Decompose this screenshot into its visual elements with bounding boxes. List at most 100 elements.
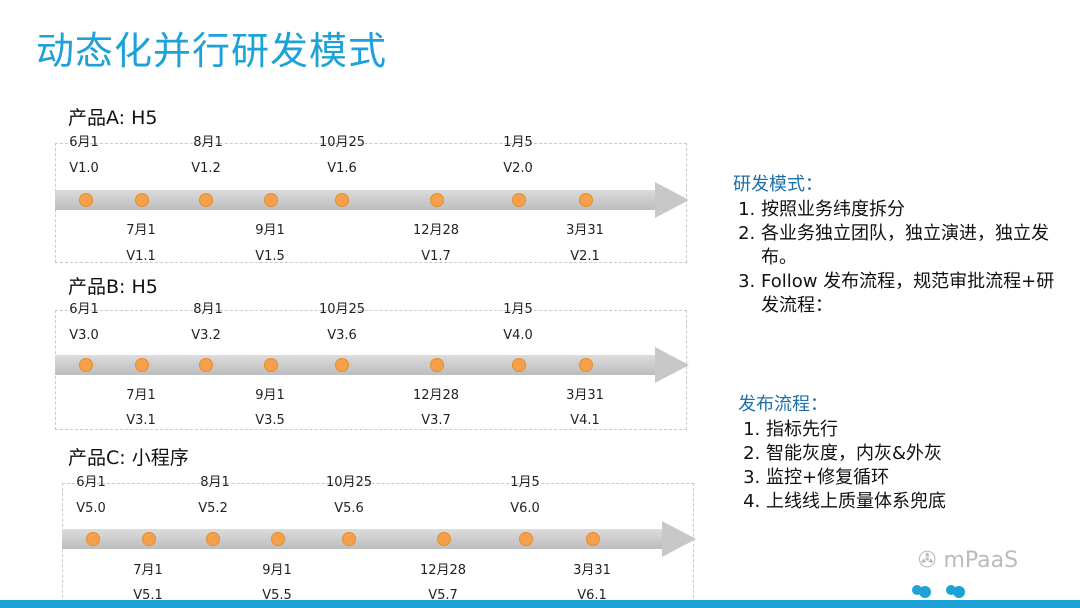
- timeline-arrow: [55, 347, 695, 383]
- top-version: V3.2: [191, 328, 221, 343]
- top-version: V3.6: [327, 328, 357, 343]
- top-date: 1月5: [510, 475, 540, 490]
- milestone-dot: [79, 193, 93, 207]
- bottom-version: V1.7: [421, 249, 451, 264]
- milestone-dot: [264, 193, 278, 207]
- page-title: 动态化并行研发模式: [36, 29, 388, 73]
- bottom-version: V4.1: [570, 413, 600, 428]
- milestone-dot: [579, 358, 593, 372]
- milestone-dot: [86, 532, 100, 546]
- milestone-dot: [430, 358, 444, 372]
- milestone-dot: [135, 358, 149, 372]
- bottom-date: 9月1: [255, 223, 285, 238]
- bottom-version: V2.1: [570, 249, 600, 264]
- top-date: 10月25: [318, 302, 366, 317]
- milestone-dot: [512, 193, 526, 207]
- product-label: 产品B: H5: [68, 276, 158, 298]
- bottom-version: V5.5: [262, 588, 292, 603]
- bottom-date: 12月28: [412, 388, 460, 403]
- dev-mode-panel: 研发模式： 按照业务纬度拆分 各业务独立团队，独立演进，独立发布。 Follow…: [733, 170, 1063, 318]
- bottom-version: V3.7: [421, 413, 451, 428]
- top-date: 6月1: [69, 135, 99, 150]
- milestone-dot: [206, 532, 220, 546]
- milestone-dot: [437, 532, 451, 546]
- bottom-date: 12月28: [412, 223, 460, 238]
- release-flow-title: 发布流程：: [738, 394, 828, 415]
- top-date: 1月5: [503, 302, 533, 317]
- timeline-arrow: [55, 182, 695, 218]
- milestone-dot: [264, 358, 278, 372]
- top-version: V5.6: [334, 501, 364, 516]
- list-item: 上线线上质量体系兜底: [766, 490, 1058, 514]
- product-timeline-a: 产品A: H5 6月1 8月1 10月25 1月5 V1.0 V1.2 V1.6…: [0, 103, 700, 264]
- milestone-dot: [512, 358, 526, 372]
- milestone-dot: [579, 193, 593, 207]
- milestone-dot: [135, 193, 149, 207]
- product-label: 产品C: 小程序: [68, 447, 189, 469]
- timeline-arrow: [62, 521, 702, 557]
- list-item: 智能灰度，内灰&外灰: [766, 442, 1058, 466]
- wechat-icon: ✇: [918, 548, 937, 573]
- bottom-date: 7月1: [126, 388, 156, 403]
- milestone-dot: [79, 358, 93, 372]
- milestone-dot: [335, 358, 349, 372]
- milestone-dot: [586, 532, 600, 546]
- bottom-version: V5.7: [428, 588, 458, 603]
- watermark-text: mPaaS: [943, 548, 1019, 573]
- top-version: V2.0: [503, 161, 533, 176]
- top-version: V3.0: [69, 328, 99, 343]
- top-version: V1.2: [191, 161, 221, 176]
- watermark: ✇ mPaaS: [918, 548, 1018, 573]
- bottom-version: V3.1: [126, 413, 156, 428]
- dev-mode-title: 研发模式：: [733, 174, 823, 195]
- milestone-dot: [142, 532, 156, 546]
- bottom-date: 12月28: [419, 563, 467, 578]
- top-version: V5.2: [198, 501, 228, 516]
- top-date: 10月25: [325, 475, 373, 490]
- top-version: V6.0: [510, 501, 540, 516]
- list-item: 指标先行: [766, 418, 1058, 442]
- bottom-version: V5.1: [133, 588, 163, 603]
- bottom-version: V6.1: [577, 588, 607, 603]
- release-flow-list: 指标先行 智能灰度，内灰&外灰 监控+修复循环 上线线上质量体系兜底: [738, 418, 1058, 514]
- bottom-date: 7月1: [133, 563, 163, 578]
- bottom-accent-bar: [0, 600, 1080, 608]
- milestone-dot: [430, 193, 444, 207]
- ant-logo-icon: [912, 585, 965, 598]
- bottom-version: V1.1: [126, 249, 156, 264]
- list-item: 各业务独立团队，独立演进，独立发布。: [761, 222, 1063, 270]
- top-date: 6月1: [76, 475, 106, 490]
- product-timeline-c: 产品C: 小程序 6月1 8月1 10月25 1月5 V5.0 V5.2 V5.…: [0, 443, 702, 603]
- top-date: 8月1: [200, 475, 230, 490]
- bottom-date: 3月31: [566, 388, 604, 403]
- top-version: V5.0: [76, 501, 106, 516]
- top-date: 6月1: [69, 302, 99, 317]
- top-date: 10月25: [318, 135, 366, 150]
- top-date: 8月1: [193, 302, 223, 317]
- product-timeline-b: 产品B: H5 6月1 8月1 10月25 1月5 V3.0 V3.2 V3.6…: [0, 272, 700, 430]
- list-item: 按照业务纬度拆分: [761, 198, 1063, 222]
- top-version: V1.6: [327, 161, 357, 176]
- milestone-dot: [199, 193, 213, 207]
- milestone-dot: [335, 193, 349, 207]
- bottom-date: 3月31: [573, 563, 611, 578]
- top-date: 1月5: [503, 135, 533, 150]
- list-item: Follow 发布流程，规范审批流程+研发流程：: [761, 270, 1063, 318]
- bottom-date: 9月1: [262, 563, 292, 578]
- dev-mode-list: 按照业务纬度拆分 各业务独立团队，独立演进，独立发布。 Follow 发布流程，…: [733, 198, 1063, 318]
- bottom-date: 7月1: [126, 223, 156, 238]
- bottom-version: V1.5: [255, 249, 285, 264]
- list-item: 监控+修复循环: [766, 466, 1058, 490]
- top-version: V1.0: [69, 161, 99, 176]
- product-label: 产品A: H5: [68, 107, 158, 129]
- bottom-date: 9月1: [255, 388, 285, 403]
- milestone-dot: [519, 532, 533, 546]
- top-date: 8月1: [193, 135, 223, 150]
- bottom-date: 3月31: [566, 223, 604, 238]
- milestone-dot: [199, 358, 213, 372]
- top-version: V4.0: [503, 328, 533, 343]
- milestone-dot: [271, 532, 285, 546]
- release-flow-panel: 发布流程： 指标先行 智能灰度，内灰&外灰 监控+修复循环 上线线上质量体系兜底: [738, 390, 1058, 514]
- milestone-dot: [342, 532, 356, 546]
- bottom-version: V3.5: [255, 413, 285, 428]
